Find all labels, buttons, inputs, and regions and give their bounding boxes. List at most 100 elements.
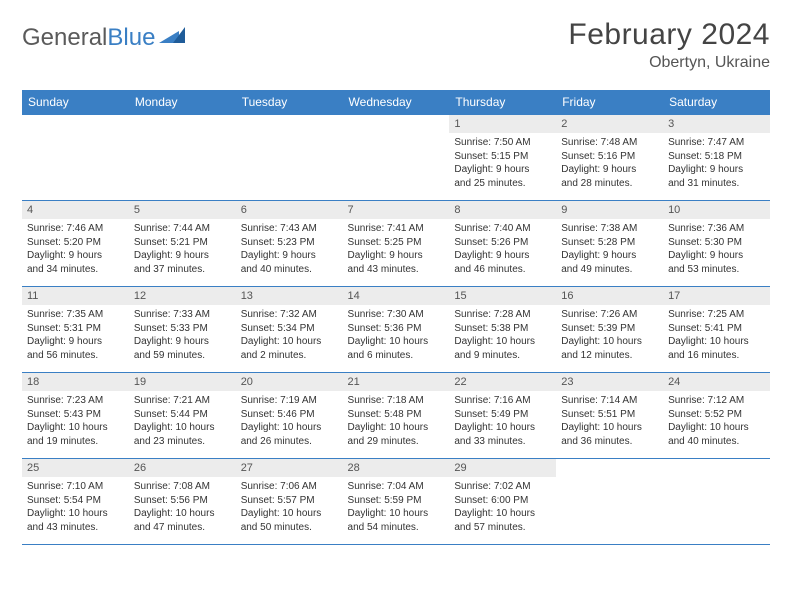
day-day2: and 53 minutes. — [668, 263, 765, 277]
day-number: 17 — [663, 287, 770, 305]
calendar-day-cell: 25Sunrise: 7:10 AMSunset: 5:54 PMDayligh… — [22, 459, 129, 545]
day-content: Sunrise: 7:23 AMSunset: 5:43 PMDaylight:… — [22, 391, 129, 453]
weekday-header-row: Sunday Monday Tuesday Wednesday Thursday… — [22, 90, 770, 115]
day-number: 9 — [556, 201, 663, 219]
day-day2: and 25 minutes. — [454, 177, 551, 191]
day-sunrise: Sunrise: 7:48 AM — [561, 136, 658, 150]
day-day2: and 37 minutes. — [134, 263, 231, 277]
day-number: 19 — [129, 373, 236, 391]
day-sunrise: Sunrise: 7:33 AM — [134, 308, 231, 322]
day-number: 18 — [22, 373, 129, 391]
day-number: 24 — [663, 373, 770, 391]
day-day2: and 6 minutes. — [348, 349, 445, 363]
calendar-week-row: 1Sunrise: 7:50 AMSunset: 5:15 PMDaylight… — [22, 115, 770, 201]
day-sunrise: Sunrise: 7:14 AM — [561, 394, 658, 408]
day-number: 15 — [449, 287, 556, 305]
day-day1: Daylight: 10 hours — [668, 421, 765, 435]
day-sunrise: Sunrise: 7:44 AM — [134, 222, 231, 236]
day-sunset: Sunset: 5:48 PM — [348, 408, 445, 422]
day-day1: Daylight: 9 hours — [27, 249, 124, 263]
calendar-day-cell: 24Sunrise: 7:12 AMSunset: 5:52 PMDayligh… — [663, 373, 770, 459]
day-sunrise: Sunrise: 7:40 AM — [454, 222, 551, 236]
day-number: 12 — [129, 287, 236, 305]
day-sunset: Sunset: 5:38 PM — [454, 322, 551, 336]
calendar-day-cell: 17Sunrise: 7:25 AMSunset: 5:41 PMDayligh… — [663, 287, 770, 373]
day-sunset: Sunset: 5:31 PM — [27, 322, 124, 336]
day-sunrise: Sunrise: 7:08 AM — [134, 480, 231, 494]
day-sunrise: Sunrise: 7:18 AM — [348, 394, 445, 408]
day-content: Sunrise: 7:36 AMSunset: 5:30 PMDaylight:… — [663, 219, 770, 281]
weekday-header: Tuesday — [236, 90, 343, 115]
day-content: Sunrise: 7:19 AMSunset: 5:46 PMDaylight:… — [236, 391, 343, 453]
day-sunrise: Sunrise: 7:36 AM — [668, 222, 765, 236]
calendar-week-row: 11Sunrise: 7:35 AMSunset: 5:31 PMDayligh… — [22, 287, 770, 373]
weekday-header: Monday — [129, 90, 236, 115]
calendar-day-cell: 29Sunrise: 7:02 AMSunset: 6:00 PMDayligh… — [449, 459, 556, 545]
day-day2: and 54 minutes. — [348, 521, 445, 535]
day-number: 6 — [236, 201, 343, 219]
day-day1: Daylight: 9 hours — [561, 163, 658, 177]
day-sunset: Sunset: 5:36 PM — [348, 322, 445, 336]
day-day1: Daylight: 9 hours — [27, 335, 124, 349]
logo: GeneralBlue — [22, 18, 185, 52]
day-sunset: Sunset: 5:39 PM — [561, 322, 658, 336]
day-number: 29 — [449, 459, 556, 477]
day-sunrise: Sunrise: 7:35 AM — [27, 308, 124, 322]
day-content: Sunrise: 7:04 AMSunset: 5:59 PMDaylight:… — [343, 477, 450, 539]
calendar-day-cell: 6Sunrise: 7:43 AMSunset: 5:23 PMDaylight… — [236, 201, 343, 287]
calendar-day-cell — [663, 459, 770, 545]
day-day2: and 9 minutes. — [454, 349, 551, 363]
calendar-day-cell: 1Sunrise: 7:50 AMSunset: 5:15 PMDaylight… — [449, 115, 556, 201]
day-day1: Daylight: 10 hours — [454, 507, 551, 521]
day-sunset: Sunset: 5:16 PM — [561, 150, 658, 164]
day-sunset: Sunset: 5:41 PM — [668, 322, 765, 336]
header-row: GeneralBlue February 2024 Obertyn, Ukrai… — [22, 18, 770, 72]
day-sunset: Sunset: 5:34 PM — [241, 322, 338, 336]
day-day2: and 33 minutes. — [454, 435, 551, 449]
calendar-day-cell: 4Sunrise: 7:46 AMSunset: 5:20 PMDaylight… — [22, 201, 129, 287]
day-day1: Daylight: 9 hours — [134, 249, 231, 263]
day-content: Sunrise: 7:12 AMSunset: 5:52 PMDaylight:… — [663, 391, 770, 453]
day-content: Sunrise: 7:46 AMSunset: 5:20 PMDaylight:… — [22, 219, 129, 281]
day-number: 20 — [236, 373, 343, 391]
day-sunset: Sunset: 5:18 PM — [668, 150, 765, 164]
day-content: Sunrise: 7:43 AMSunset: 5:23 PMDaylight:… — [236, 219, 343, 281]
calendar-table: Sunday Monday Tuesday Wednesday Thursday… — [22, 90, 770, 545]
calendar-day-cell: 7Sunrise: 7:41 AMSunset: 5:25 PMDaylight… — [343, 201, 450, 287]
calendar-page: GeneralBlue February 2024 Obertyn, Ukrai… — [0, 0, 792, 563]
day-content: Sunrise: 7:16 AMSunset: 5:49 PMDaylight:… — [449, 391, 556, 453]
day-content: Sunrise: 7:26 AMSunset: 5:39 PMDaylight:… — [556, 305, 663, 367]
day-content: Sunrise: 7:41 AMSunset: 5:25 PMDaylight:… — [343, 219, 450, 281]
day-number: 2 — [556, 115, 663, 133]
calendar-day-cell: 21Sunrise: 7:18 AMSunset: 5:48 PMDayligh… — [343, 373, 450, 459]
day-content: Sunrise: 7:08 AMSunset: 5:56 PMDaylight:… — [129, 477, 236, 539]
day-content: Sunrise: 7:30 AMSunset: 5:36 PMDaylight:… — [343, 305, 450, 367]
day-sunset: Sunset: 5:54 PM — [27, 494, 124, 508]
calendar-day-cell — [236, 115, 343, 201]
day-content: Sunrise: 7:14 AMSunset: 5:51 PMDaylight:… — [556, 391, 663, 453]
day-day1: Daylight: 9 hours — [241, 249, 338, 263]
day-day1: Daylight: 9 hours — [454, 163, 551, 177]
day-sunset: Sunset: 5:33 PM — [134, 322, 231, 336]
day-sunset: Sunset: 5:25 PM — [348, 236, 445, 250]
calendar-day-cell: 8Sunrise: 7:40 AMSunset: 5:26 PMDaylight… — [449, 201, 556, 287]
day-day2: and 12 minutes. — [561, 349, 658, 363]
day-day2: and 43 minutes. — [27, 521, 124, 535]
day-content: Sunrise: 7:10 AMSunset: 5:54 PMDaylight:… — [22, 477, 129, 539]
day-sunset: Sunset: 5:52 PM — [668, 408, 765, 422]
day-number: 23 — [556, 373, 663, 391]
day-number: 28 — [343, 459, 450, 477]
day-sunrise: Sunrise: 7:04 AM — [348, 480, 445, 494]
day-day2: and 56 minutes. — [27, 349, 124, 363]
day-day1: Daylight: 10 hours — [454, 335, 551, 349]
month-title: February 2024 — [568, 18, 770, 52]
day-content: Sunrise: 7:48 AMSunset: 5:16 PMDaylight:… — [556, 133, 663, 195]
day-sunset: Sunset: 5:43 PM — [27, 408, 124, 422]
day-sunset: Sunset: 5:56 PM — [134, 494, 231, 508]
calendar-day-cell: 16Sunrise: 7:26 AMSunset: 5:39 PMDayligh… — [556, 287, 663, 373]
day-sunrise: Sunrise: 7:12 AM — [668, 394, 765, 408]
day-day2: and 49 minutes. — [561, 263, 658, 277]
day-sunrise: Sunrise: 7:38 AM — [561, 222, 658, 236]
day-day1: Daylight: 10 hours — [241, 421, 338, 435]
title-block: February 2024 Obertyn, Ukraine — [568, 18, 770, 72]
